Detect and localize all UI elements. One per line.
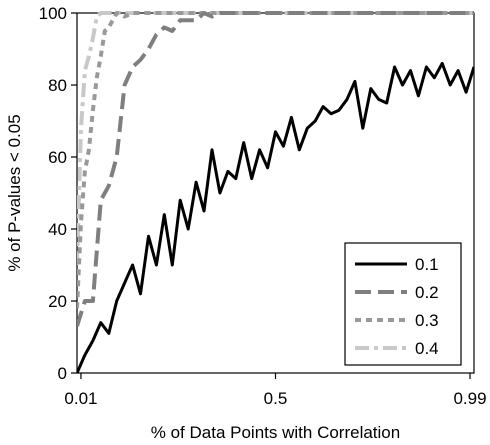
- y-tick-label: 80: [48, 76, 67, 95]
- series-line-0.2: [77, 11, 474, 327]
- x-tick-label: 0.5: [264, 389, 288, 408]
- y-tick-label: 0: [58, 364, 67, 383]
- y-tick-label: 100: [39, 4, 67, 23]
- legend-label-0.1: 0.1: [415, 255, 439, 274]
- series-lines: [77, 11, 474, 373]
- legend-label-0.3: 0.3: [415, 311, 439, 330]
- x-tick-label: 0.99: [453, 389, 486, 408]
- x-axis-title: % of Data Points with Correlation: [151, 423, 400, 442]
- series-line-0.4: [77, 11, 474, 266]
- legend-label-0.4: 0.4: [415, 339, 439, 358]
- legend-label-0.2: 0.2: [415, 283, 439, 302]
- y-tick-label: 60: [48, 148, 67, 167]
- legend: 0.1 0.2 0.3 0.4: [344, 242, 462, 366]
- y-tick-label: 40: [48, 220, 67, 239]
- series-line-0.3: [77, 11, 474, 309]
- series-line-0.1: [77, 61, 474, 373]
- y-axis-title: % of P-values < 0.05: [5, 114, 24, 271]
- y-tick-label: 20: [48, 292, 67, 311]
- plot-axes: 0 20 40 60 80 100 0.01 0.5 0.99: [39, 4, 487, 408]
- x-tick-label: 0.01: [64, 389, 97, 408]
